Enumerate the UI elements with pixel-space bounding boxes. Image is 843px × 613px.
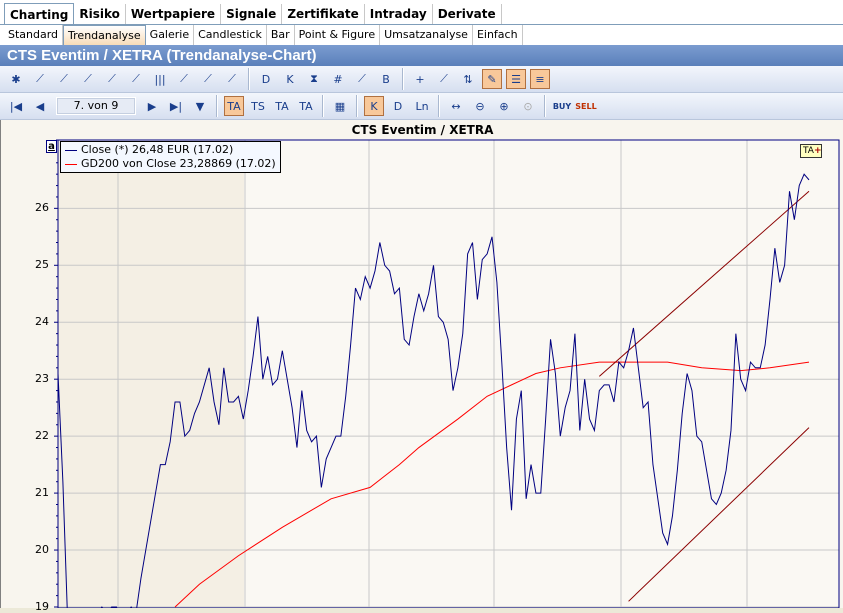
window-title: CTS Eventim / XETRA (Trendanalyse-Chart) xyxy=(0,45,843,66)
subtab-candlestick[interactable]: Candlestick xyxy=(194,25,267,45)
toolbar-drawing: ✱ ⟋ ⟋ ⟋ ⟋ ⟋ ||| ⟋ ⟋ ⟋ D K ⧗ # ⟋ B + ⟋ ⇅ ✎ ☰ ≡ xyxy=(0,66,843,93)
sell-button[interactable]: SELL xyxy=(575,101,597,111)
new-chart-icon[interactable]: ⟋ xyxy=(180,72,188,85)
legend-close: Close (*) 26,48 EUR (17.02) xyxy=(65,143,276,157)
y-tick-label: 22 xyxy=(35,429,49,443)
last-page-icon[interactable]: ▶| xyxy=(169,99,183,113)
ta-draw-icon[interactable]: TA xyxy=(275,99,289,113)
cloud-icon[interactable]: ⟋ xyxy=(204,72,212,85)
ta-settings-icon[interactable]: TA xyxy=(299,99,313,113)
subtab-einfach[interactable]: Einfach xyxy=(473,25,523,45)
tab-derivate[interactable]: Derivate xyxy=(433,4,502,24)
zoom-reset-icon[interactable]: ⊙ xyxy=(523,99,533,113)
page-indicator[interactable]: 7. von 9 xyxy=(56,97,136,115)
dropdown-icon[interactable]: ▼ xyxy=(195,99,205,113)
subtab-umsatzanalyse[interactable]: Umsatzanalyse xyxy=(380,25,473,45)
compare-icon[interactable]: ⟋ xyxy=(84,72,92,85)
trend-line xyxy=(628,427,810,602)
draw-trend-icon[interactable]: ✎ xyxy=(482,69,502,89)
panel-label-a[interactable]: a xyxy=(46,140,57,153)
chart-legend: Close (*) 26,48 EUR (17.02) GD200 von Cl… xyxy=(60,141,281,173)
divider xyxy=(438,95,440,117)
ratio-icon[interactable]: ⟋ xyxy=(108,72,116,85)
y-tick-label: 23 xyxy=(35,372,49,386)
y-tick-label: 25 xyxy=(35,258,49,272)
area-chart-icon[interactable]: ⟋ xyxy=(132,72,140,85)
tab-risiko[interactable]: Risiko xyxy=(74,4,126,24)
gd200-line xyxy=(174,361,810,608)
legend-icon[interactable]: ☰ xyxy=(506,69,526,89)
close-line xyxy=(58,173,810,608)
zoom-out-icon[interactable]: ⊖ xyxy=(475,99,485,113)
subtab-point-figure[interactable]: Point & Figure xyxy=(295,25,381,45)
volume-icon[interactable]: ||| xyxy=(154,72,166,86)
divider xyxy=(356,95,358,117)
plot-band xyxy=(58,140,244,608)
subtab-standard[interactable]: Standard xyxy=(4,25,64,45)
buy-button[interactable]: BUY xyxy=(552,101,572,111)
add-line-icon[interactable]: ⟋ xyxy=(228,72,236,85)
log-scale-icon[interactable]: Ln xyxy=(415,99,429,113)
list-icon[interactable]: ≡ xyxy=(530,69,550,89)
tab-charting[interactable]: Charting xyxy=(4,3,75,24)
hourglass-icon[interactable]: ⧗ xyxy=(310,72,318,85)
sub-tabs: Standard Trendanalyse Galerie Candlestick Ba… xyxy=(0,25,843,45)
legend-swatch xyxy=(65,163,77,165)
tab-zertifikate[interactable]: Zertifikate xyxy=(282,4,365,24)
main-tabs: Charting Risiko Wertpapiere Signale Zertifik… xyxy=(0,0,843,25)
legend-gd200: GD200 von Close 23,28869 (17.02) xyxy=(65,157,276,171)
legend-label: Close (*) 26,48 EUR (17.02) xyxy=(81,143,234,156)
price-chart[interactable] xyxy=(1,120,843,608)
chart-area: CTS Eventim / XETRA 19 20 21 22 23 24 25 26 a C… xyxy=(0,120,843,613)
ta-icon[interactable]: TA xyxy=(224,96,244,116)
divider xyxy=(216,95,218,117)
prev-page-icon[interactable]: ◀ xyxy=(35,99,45,113)
divider xyxy=(544,95,546,117)
divider xyxy=(322,95,324,117)
arrows-icon[interactable]: ⇅ xyxy=(463,72,473,86)
line-chart-icon[interactable]: ⟋ xyxy=(36,72,44,85)
chart-title: CTS Eventim / XETRA xyxy=(351,123,494,137)
channel-icon[interactable]: ⟋ xyxy=(358,72,366,85)
y-tick-label: 21 xyxy=(35,486,49,500)
ta-add-icon[interactable]: TA+ xyxy=(800,144,822,158)
ts-icon[interactable]: TS xyxy=(251,99,265,113)
insert-indicator-icon[interactable]: ✱ xyxy=(11,72,21,86)
subtab-bar[interactable]: Bar xyxy=(267,25,295,45)
range-icon[interactable]: ↔ xyxy=(451,99,461,113)
trend-line xyxy=(598,190,810,377)
buy-sell-icon[interactable]: B xyxy=(382,72,390,86)
tab-intraday[interactable]: Intraday xyxy=(365,4,433,24)
grid-icon[interactable]: # xyxy=(333,72,343,86)
y-tick-label: 19 xyxy=(35,600,49,613)
divider xyxy=(248,68,250,90)
legend-label: GD200 von Close 23,28869 (17.02) xyxy=(81,157,276,170)
legend-swatch xyxy=(65,149,77,151)
tab-wertpapiere[interactable]: Wertpapiere xyxy=(126,4,222,24)
signal-chart-icon[interactable]: ⟋ xyxy=(60,72,68,85)
overlay-icon[interactable]: ⟋ xyxy=(440,72,448,85)
toolbar-navigation: |◀ ◀ 7. von 9 ▶ ▶| ▼ TA TS TA TA ▦ K D L… xyxy=(0,93,843,120)
k-chart-icon[interactable]: K xyxy=(286,72,294,86)
next-page-icon[interactable]: ▶ xyxy=(147,99,157,113)
series-group xyxy=(58,173,810,608)
zoom-in-icon[interactable]: ⊕ xyxy=(499,99,509,113)
subtab-galerie[interactable]: Galerie xyxy=(146,25,195,45)
tab-signale[interactable]: Signale xyxy=(221,4,283,24)
divider xyxy=(402,68,404,90)
d-chart-icon[interactable]: D xyxy=(393,99,403,113)
k-chart-icon[interactable]: K xyxy=(364,96,384,116)
y-tick-label: 24 xyxy=(35,315,49,329)
grid-options-icon[interactable]: ▦ xyxy=(334,99,346,113)
crosshair-icon[interactable]: + xyxy=(415,72,425,86)
d-chart-icon[interactable]: D xyxy=(261,72,271,86)
first-page-icon[interactable]: |◀ xyxy=(9,99,23,113)
y-tick-label: 20 xyxy=(35,543,49,557)
subtab-trendanalyse[interactable]: Trendanalyse xyxy=(63,25,146,45)
y-tick-label: 26 xyxy=(35,201,49,215)
